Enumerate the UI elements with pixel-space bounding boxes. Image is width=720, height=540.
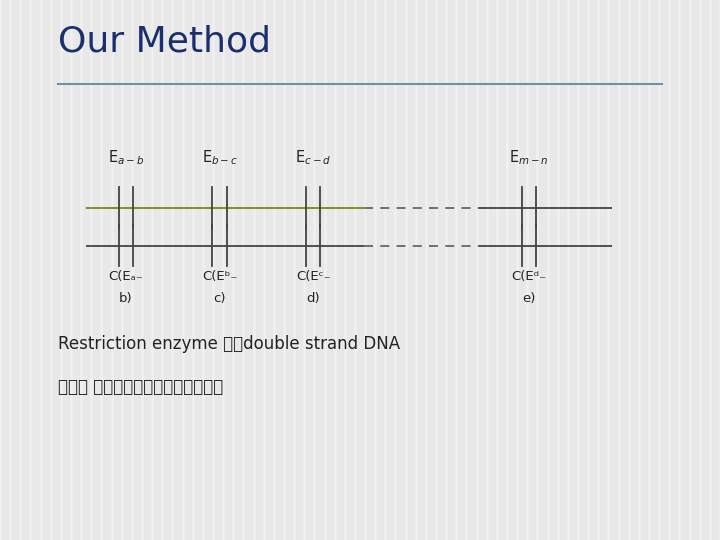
Text: E$_{\mathit{m-n}}$: E$_{\mathit{m-n}}$: [509, 148, 549, 167]
Text: C(Eᵇ₋: C(Eᵇ₋: [202, 270, 238, 283]
Text: E$_{\mathit{a-b}}$: E$_{\mathit{a-b}}$: [108, 148, 144, 167]
Text: C(Eₐ₋: C(Eₐ₋: [109, 270, 143, 283]
Text: 給切開 再利用切開的片段去進行複製: 給切開 再利用切開的片段去進行複製: [58, 378, 223, 396]
Text: c): c): [213, 292, 226, 305]
Text: e): e): [523, 292, 536, 305]
Text: E$_{\mathit{b-c}}$: E$_{\mathit{b-c}}$: [202, 148, 238, 167]
Text: C(Eᵈ₋: C(Eᵈ₋: [512, 270, 546, 283]
Text: Our Method: Our Method: [58, 24, 271, 58]
Text: C(Eᶜ₋: C(Eᶜ₋: [296, 270, 330, 283]
Text: d): d): [307, 292, 320, 305]
Text: b): b): [120, 292, 132, 305]
Text: Restriction enzyme 會將double strand DNA: Restriction enzyme 會將double strand DNA: [58, 335, 400, 353]
Text: E$_{\mathit{c-d}}$: E$_{\mathit{c-d}}$: [295, 148, 331, 167]
